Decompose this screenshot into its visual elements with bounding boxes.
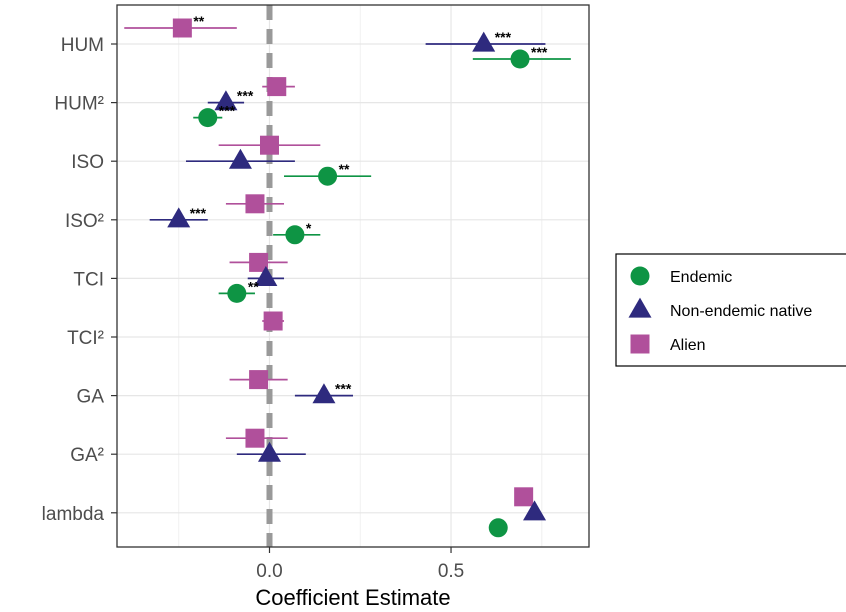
point-alien-tci2 [263,311,283,331]
point-non-endemic-native-iso2 [167,207,191,228]
point-non-endemic-native-ga2 [257,441,281,462]
significance-label: *** [531,44,548,60]
grid-lines [117,5,589,547]
point-non-endemic-native-tci [254,266,278,286]
legend: Endemic Non-endemic native Alien [615,253,846,367]
legend-box [615,253,846,367]
point-alien-hum [172,18,192,38]
significance-label: *** [237,88,254,104]
legend-label-alien: Alien [670,337,706,354]
legend-label-endemic: Endemic [670,269,732,286]
significance-label: *** [190,205,207,221]
point-endemic-iso2 [285,225,305,245]
y-tick-label-lambda: lambda [42,504,105,525]
series-non-endemic-native: ************ [149,29,547,521]
point-alien-iso [259,135,279,155]
significance-label: *** [335,381,352,397]
series-marks: ************************* [124,13,571,538]
point-non-endemic-native-ga [312,383,336,404]
point-non-endemic-native-lambda [523,500,547,521]
significance-label: *** [219,103,236,119]
series-alien: ** [124,13,534,507]
point-alien-tci [249,252,269,272]
significance-label: ** [339,161,350,177]
y-tick-label-tci: TCI [73,269,104,290]
point-non-endemic-native-iso [228,148,252,169]
significance-label: * [306,220,312,236]
point-alien-hum2 [267,77,287,97]
point-alien-lambda [514,487,534,507]
y-tick-label-ga: GA [77,387,105,408]
axes: HUM HUM² ISO ISO² TCI TCI² GA GA² lambda 0.0 0.5 [42,35,465,582]
significance-label: ** [248,278,259,294]
significance-label: *** [495,29,512,45]
y-tick-label-iso2: ISO² [65,211,104,232]
point-alien-iso2 [245,194,265,214]
point-non-endemic-native-hum2 [214,90,238,111]
y-tick-label-hum2: HUM² [54,94,104,115]
point-alien-ga [249,370,269,390]
point-endemic-tci [227,283,247,303]
y-tick-label-ga2: GA² [70,445,104,466]
point-endemic-hum2 [198,108,218,128]
point-endemic-iso [318,166,338,186]
legend-label-non-endemic-native: Non-endemic native [670,303,812,320]
point-alien-ga2 [245,428,265,448]
y-tick-label-iso: ISO [71,152,104,173]
x-axis-title: Coefficient Estimate [255,585,450,610]
y-tick-label-hum: HUM [61,35,104,56]
significance-label: ** [193,13,204,29]
legend-key-non-endemic-native [628,297,652,318]
x-tick-label: 0.5 [438,561,464,582]
point-endemic-hum [510,49,530,69]
y-tick-label-tci2: TCI² [67,328,104,349]
legend-key-alien [630,334,650,354]
x-tick-label: 0.0 [256,561,282,582]
series-endemic: *********** [193,44,571,538]
point-endemic-lambda [488,518,508,538]
panel-border [116,4,590,548]
point-non-endemic-native-hum [472,31,496,52]
legend-key-endemic [630,266,650,286]
